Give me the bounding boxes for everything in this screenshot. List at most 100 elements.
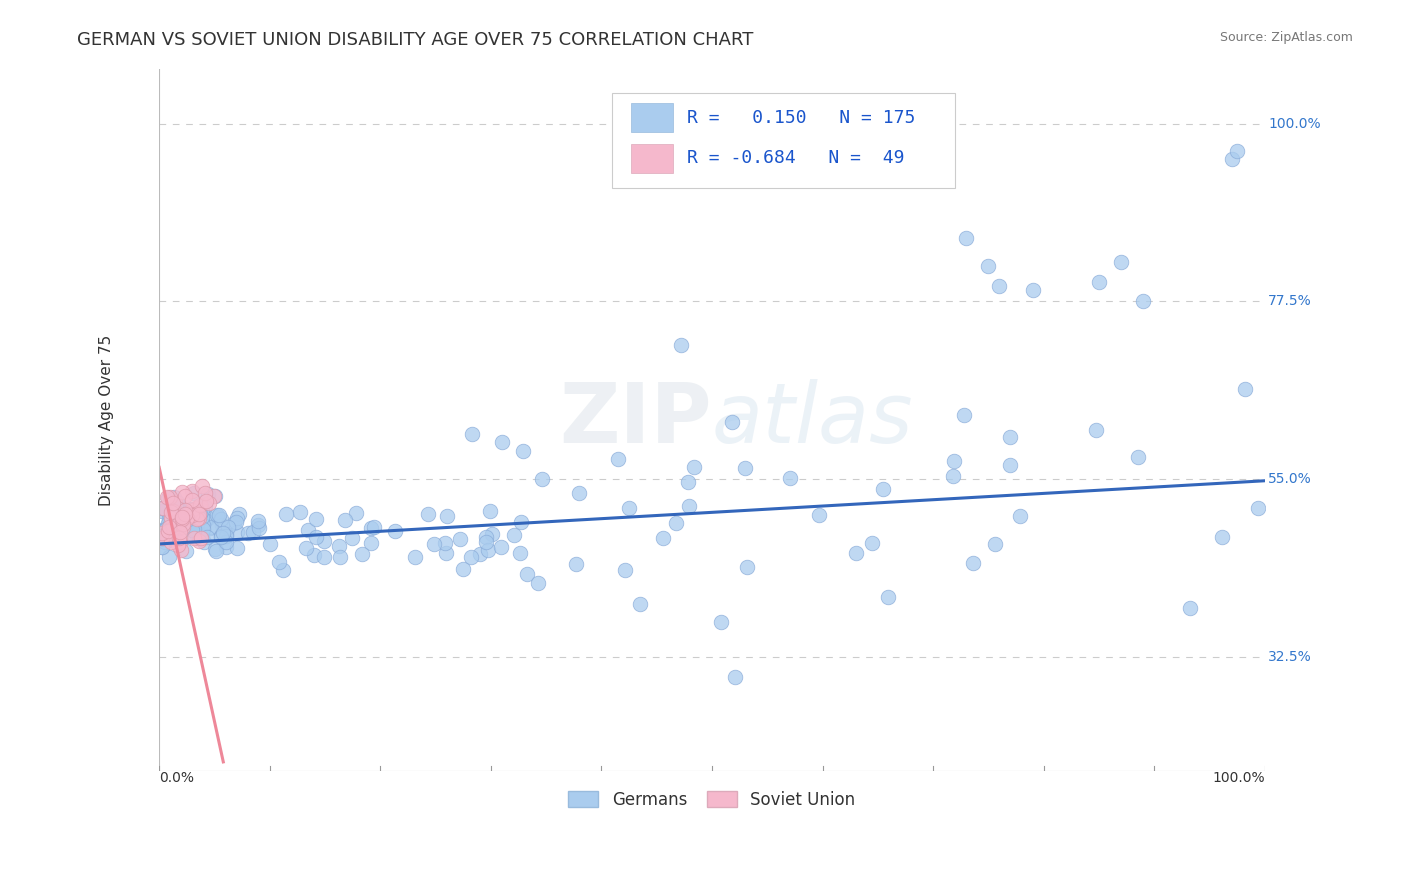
Point (860, 535, 883, 549)
Point (1211, 530, 1233, 544)
Point (188, 508, 211, 522)
Point (433, 536, 456, 550)
Point (152, 531, 174, 545)
FancyBboxPatch shape (631, 103, 673, 133)
Point (193, 522, 215, 536)
Point (503, 527, 526, 541)
Point (188, 498, 211, 512)
Point (169, 513, 191, 527)
Point (198, 521, 221, 535)
Point (165, 494, 187, 508)
Point (169, 531, 191, 545)
Point (152, 500, 174, 515)
Point (163, 525, 186, 540)
Point (226, 524, 249, 539)
Point (183, 531, 205, 545)
Point (157, 520, 180, 534)
Point (191, 503, 214, 517)
Text: 100.0%: 100.0% (1212, 772, 1265, 785)
Text: ZIP: ZIP (560, 379, 711, 460)
Text: 55.0%: 55.0% (1268, 472, 1312, 486)
Point (215, 535, 238, 549)
Point (165, 519, 187, 533)
Point (565, 557, 588, 571)
Point (162, 496, 184, 510)
Point (721, 415, 744, 429)
Point (295, 541, 318, 556)
Point (174, 543, 197, 558)
Point (273, 563, 295, 577)
Point (481, 527, 503, 541)
Point (194, 500, 217, 514)
Point (678, 475, 700, 490)
Point (274, 507, 297, 521)
Point (167, 538, 190, 552)
Text: R = -0.684   N =  49: R = -0.684 N = 49 (686, 150, 904, 168)
Text: atlas: atlas (711, 379, 914, 460)
Point (1247, 500, 1270, 515)
Point (479, 504, 502, 518)
Point (174, 489, 197, 503)
Point (510, 515, 533, 529)
Point (209, 512, 232, 526)
Point (180, 523, 202, 537)
Point (297, 523, 319, 537)
Point (962, 556, 984, 570)
Point (228, 507, 250, 521)
Point (153, 527, 176, 541)
Point (152, 540, 174, 554)
Point (988, 278, 1011, 293)
Point (876, 590, 898, 604)
Point (190, 528, 212, 542)
Point (214, 527, 236, 541)
Point (156, 524, 179, 539)
FancyBboxPatch shape (613, 93, 955, 188)
Point (208, 508, 231, 522)
Point (312, 550, 335, 565)
Text: Disability Age Over 75: Disability Age Over 75 (98, 334, 114, 506)
Point (1084, 423, 1107, 437)
Point (157, 491, 180, 505)
Point (606, 452, 628, 467)
Point (516, 566, 538, 581)
Point (451, 562, 474, 576)
Point (193, 518, 215, 533)
Point (183, 486, 205, 500)
Point (181, 508, 204, 523)
Point (160, 511, 183, 525)
Point (191, 479, 214, 493)
Point (955, 231, 977, 245)
Point (169, 525, 191, 540)
Point (152, 541, 174, 555)
Point (247, 520, 270, 534)
Point (344, 507, 367, 521)
Point (211, 518, 233, 533)
Point (242, 524, 264, 539)
Point (302, 548, 325, 562)
Point (181, 510, 204, 524)
Point (200, 520, 222, 534)
Point (188, 531, 211, 545)
Point (188, 508, 211, 522)
Point (305, 530, 328, 544)
Point (207, 509, 229, 524)
Point (665, 516, 688, 530)
Point (177, 512, 200, 526)
Point (165, 498, 187, 512)
Point (186, 526, 208, 541)
Point (183, 530, 205, 544)
Point (162, 531, 184, 545)
Point (159, 524, 181, 538)
Point (187, 534, 209, 549)
Point (288, 505, 311, 519)
Point (167, 516, 190, 530)
Point (1128, 450, 1150, 464)
Point (170, 512, 193, 526)
Point (195, 530, 218, 544)
Point (952, 408, 974, 422)
Point (152, 524, 174, 538)
Point (159, 508, 181, 523)
Point (181, 518, 204, 533)
Point (181, 484, 204, 499)
Point (491, 540, 513, 554)
